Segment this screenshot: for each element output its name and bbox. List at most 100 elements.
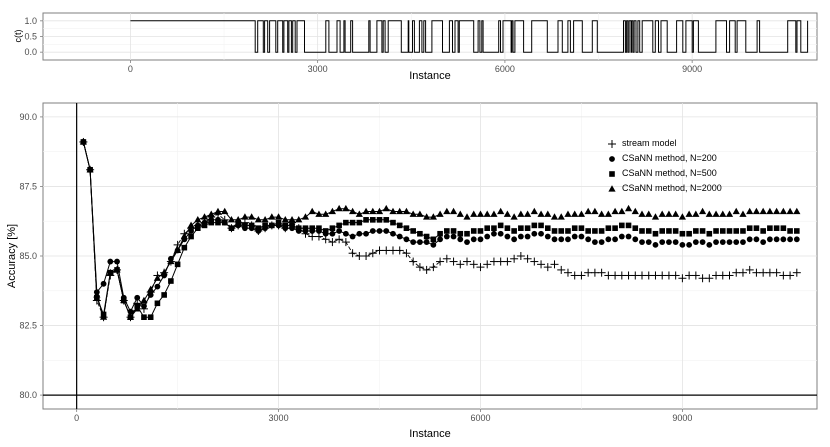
bottom-x-tick-label: 3000 bbox=[269, 413, 289, 423]
point-circle bbox=[571, 233, 578, 240]
point-triangle bbox=[651, 213, 660, 220]
point-circle bbox=[497, 230, 504, 237]
bottom-y-tick-label: 80.0 bbox=[19, 390, 37, 400]
point-square bbox=[161, 292, 167, 298]
legend: stream model CSaNN method, N=200 CSaNN m… bbox=[608, 138, 722, 193]
bottom-axes bbox=[40, 103, 817, 412]
point-circle bbox=[625, 233, 632, 240]
point-circle bbox=[659, 239, 666, 245]
top-y-axis-title: c(t) bbox=[13, 30, 23, 43]
point-plus bbox=[402, 249, 411, 258]
point-circle bbox=[672, 239, 679, 245]
point-triangle bbox=[382, 204, 390, 212]
point-square bbox=[201, 222, 208, 229]
point-square bbox=[491, 225, 497, 231]
top-x-tick-label: 9000 bbox=[682, 64, 702, 74]
point-square bbox=[544, 225, 551, 231]
point-square bbox=[719, 228, 726, 234]
point-plus bbox=[503, 257, 512, 266]
point-triangle bbox=[678, 213, 686, 220]
point-circle bbox=[639, 239, 645, 245]
point-circle bbox=[524, 233, 531, 240]
point-circle bbox=[699, 239, 706, 245]
point-square bbox=[733, 228, 740, 234]
point-triangle bbox=[476, 210, 485, 217]
point-plus bbox=[597, 268, 606, 277]
legend-square-glyph bbox=[609, 171, 615, 177]
point-plus bbox=[611, 271, 620, 280]
point-plus bbox=[644, 271, 653, 280]
point-triangle bbox=[443, 207, 451, 215]
bottom-x-tick-label: 9000 bbox=[672, 413, 692, 423]
point-triangle bbox=[456, 210, 464, 217]
point-plus bbox=[496, 257, 505, 266]
point-triangle bbox=[362, 207, 370, 215]
point-square bbox=[672, 228, 679, 234]
series-square bbox=[80, 139, 800, 320]
point-triangle bbox=[167, 257, 175, 265]
point-triangle bbox=[591, 207, 599, 215]
point-square bbox=[437, 230, 443, 237]
series-triangle bbox=[79, 138, 801, 320]
point-plus bbox=[543, 263, 552, 272]
point-triangle bbox=[503, 210, 511, 217]
point-plus bbox=[584, 268, 593, 277]
point-circle bbox=[417, 239, 423, 245]
point-square bbox=[444, 228, 450, 234]
point-triangle bbox=[106, 268, 114, 276]
point-plus bbox=[786, 271, 795, 280]
point-triangle bbox=[611, 207, 619, 215]
point-triangle bbox=[483, 210, 491, 217]
point-circle bbox=[430, 241, 437, 248]
point-triangle bbox=[705, 210, 713, 217]
point-square bbox=[235, 219, 241, 226]
point-square bbox=[430, 236, 437, 243]
point-plus bbox=[671, 271, 680, 280]
point-square bbox=[598, 228, 605, 234]
point-circle bbox=[147, 292, 154, 298]
point-circle bbox=[746, 236, 753, 243]
point-plus bbox=[348, 249, 357, 258]
point-plus bbox=[745, 265, 754, 274]
point-square bbox=[470, 228, 477, 234]
point-triangle bbox=[577, 210, 586, 217]
point-plus bbox=[752, 268, 761, 277]
bottom-x-axis-title: Instance bbox=[409, 428, 451, 440]
point-square bbox=[141, 314, 147, 320]
point-plus bbox=[557, 265, 566, 274]
point-square bbox=[625, 222, 632, 229]
point-circle bbox=[504, 233, 511, 240]
top-axes bbox=[40, 20, 693, 63]
point-plus bbox=[779, 271, 788, 280]
point-triangle bbox=[416, 210, 424, 217]
point-plus bbox=[489, 257, 498, 266]
point-square bbox=[403, 225, 410, 231]
point-square bbox=[794, 228, 800, 234]
point-circle bbox=[793, 236, 800, 243]
point-square bbox=[551, 228, 558, 234]
point-triangle bbox=[180, 232, 188, 240]
point-square bbox=[329, 225, 336, 231]
point-circle bbox=[342, 230, 349, 237]
point-square bbox=[295, 225, 302, 231]
point-circle bbox=[383, 228, 390, 234]
point-triangle bbox=[375, 207, 384, 215]
point-square bbox=[369, 217, 376, 223]
point-triangle bbox=[423, 213, 431, 220]
point-square bbox=[699, 228, 706, 234]
point-circle bbox=[336, 228, 343, 234]
point-triangle bbox=[355, 210, 363, 217]
point-square bbox=[336, 222, 342, 229]
point-triangle bbox=[389, 207, 397, 215]
point-plus bbox=[456, 260, 465, 269]
point-triangle bbox=[369, 207, 377, 215]
point-square bbox=[423, 233, 430, 240]
point-circle bbox=[733, 239, 740, 245]
point-plus bbox=[422, 265, 431, 274]
point-circle bbox=[713, 239, 719, 245]
point-triangle bbox=[322, 210, 330, 217]
top-x-axis-title: Instance bbox=[409, 70, 451, 82]
point-square bbox=[571, 225, 578, 231]
point-square bbox=[457, 230, 464, 237]
point-plus bbox=[732, 268, 741, 277]
